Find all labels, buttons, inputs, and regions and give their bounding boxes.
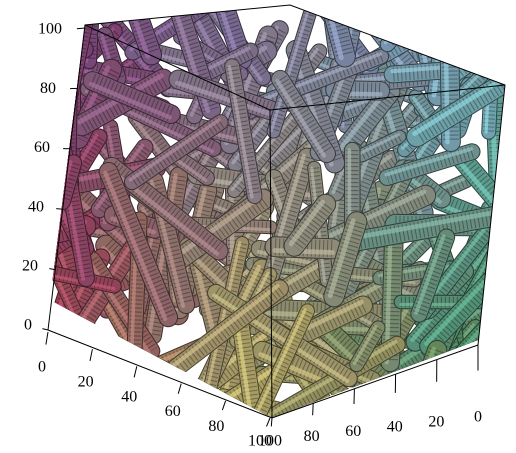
- tick-mark: [42, 329, 48, 330]
- cylinder: [387, 0, 448, 44]
- cylinder-highlight: [131, 399, 253, 401]
- tick-label: 20: [78, 373, 94, 390]
- tick-label: 80: [208, 418, 224, 435]
- tick-label: 0: [38, 359, 46, 376]
- cylinder-body: [43, 36, 85, 50]
- tick-label: 100: [38, 21, 62, 38]
- tick-mark: [271, 418, 272, 426]
- cylinder-highlight: [422, 0, 516, 40]
- tick-label: 60: [165, 403, 181, 420]
- cylinder: [29, 334, 96, 358]
- tick-label: 40: [28, 198, 44, 215]
- cylinder-highlight: [27, 354, 68, 407]
- cylinder-highlight: [372, 394, 510, 414]
- tick-mark: [313, 403, 314, 415]
- page: 020406080100020406080100100806040200 (()…: [0, 0, 516, 453]
- tick-label: 100: [258, 433, 282, 450]
- tick-label: 0: [24, 317, 32, 334]
- cylinder-highlight: [457, 390, 506, 399]
- cylinder-highlight: [62, 34, 64, 170]
- figure: 020406080100020406080100100806040200: [0, 0, 516, 453]
- cylinder-mesh: [66, 34, 68, 170]
- cylinder-mesh: [496, 103, 503, 267]
- cylinder-body: [369, 384, 431, 398]
- tick-label: 60: [345, 423, 361, 440]
- tick-label: 60: [34, 139, 50, 156]
- cylinder-highlight: [385, 0, 446, 43]
- cylinder-highlight: [368, 387, 430, 401]
- tick-mark: [77, 28, 85, 29]
- cylinder-mesh: [369, 384, 431, 398]
- cylinder-body: [427, 0, 511, 29]
- cylinder-highlight: [451, 21, 516, 74]
- cylinder-body: [156, 405, 209, 411]
- cylinder-mesh: [423, 0, 516, 42]
- tick-mark: [134, 366, 137, 377]
- cylinder-body: [423, 0, 516, 42]
- cylinder: [457, 388, 506, 397]
- cylinder-mesh: [29, 352, 70, 405]
- cylinder: [427, 0, 511, 29]
- cylinder: [43, 36, 85, 50]
- cylinder-highlight: [426, 0, 510, 31]
- cylinder: [456, 12, 500, 55]
- tick-mark: [178, 384, 181, 394]
- tick-label: 0: [474, 409, 482, 426]
- cylinder-mesh: [156, 405, 209, 411]
- tick-mark: [90, 349, 92, 361]
- cylinder-highlight: [336, 392, 369, 417]
- cylinder-body: [29, 352, 70, 405]
- cylinder-highlight: [454, 14, 498, 57]
- cylinder-mesh: [387, 0, 448, 44]
- tick-label: 20: [428, 413, 444, 430]
- cylinder: [423, 0, 516, 42]
- tick-label: 80: [40, 80, 56, 97]
- cylinder-highlight: [155, 408, 208, 414]
- tick-label: 40: [121, 388, 137, 405]
- cylinder-mesh: [29, 334, 96, 358]
- cylinder: [29, 352, 70, 405]
- cylinder-body: [49, 17, 70, 184]
- cylinder: [49, 17, 70, 184]
- cylinder-body: [66, 34, 68, 170]
- cylinder-body: [370, 0, 503, 63]
- cylinder-body: [29, 334, 96, 358]
- tick-mark: [222, 401, 225, 410]
- tick-label: 80: [304, 428, 320, 445]
- cylinder: [369, 384, 431, 398]
- cylinder-body: [456, 12, 500, 55]
- cylinder-highlight: [42, 39, 84, 53]
- cylinder: [66, 34, 68, 170]
- cylinder-highlight: [45, 17, 66, 184]
- tick-mark: [267, 418, 271, 426]
- tick-mark: [56, 209, 63, 210]
- cylinder: [156, 405, 209, 411]
- tick-label: 40: [387, 418, 403, 435]
- cylinder-mesh: [49, 17, 70, 184]
- cylinder-mesh: [427, 0, 511, 29]
- cylinder-body: [387, 0, 448, 44]
- cylinder-mesh: [457, 388, 506, 397]
- cylinder-mesh: [456, 12, 500, 55]
- cylinder-body: [489, 11, 495, 133]
- cylinder-body: [457, 388, 506, 397]
- tick-label: 20: [22, 257, 38, 274]
- tick-mark: [46, 332, 48, 345]
- cylinder-mesh: [43, 36, 85, 50]
